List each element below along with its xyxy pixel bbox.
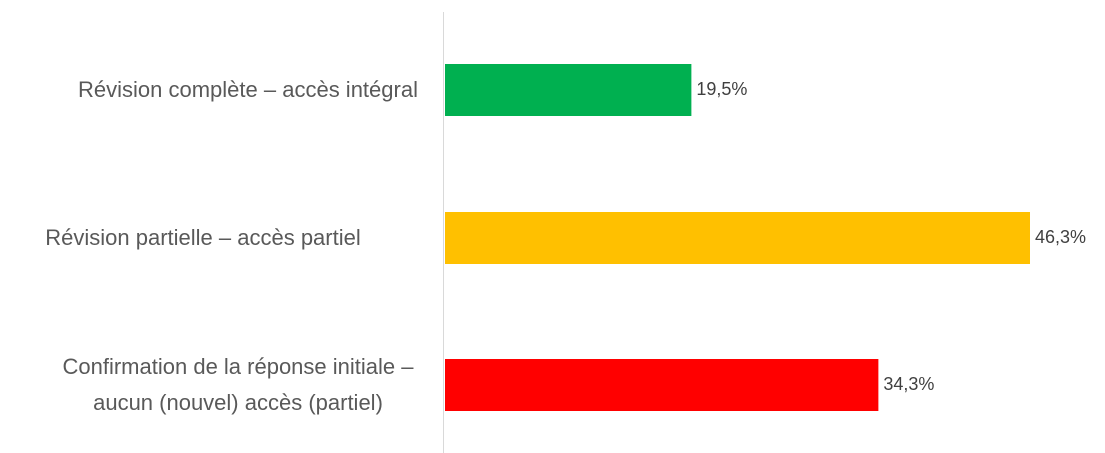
bar	[445, 359, 879, 411]
data-label: 46,3%	[1035, 227, 1086, 247]
category-label: Révision complète – accès intégral	[78, 77, 418, 102]
data-label: 34,3%	[883, 374, 934, 394]
category-label: Révision partielle – accès partiel	[45, 225, 361, 250]
data-label: 19,5%	[696, 79, 747, 99]
category-label: Confirmation de la réponse initiale – au…	[62, 354, 414, 415]
bar	[445, 64, 692, 116]
bar	[445, 212, 1030, 264]
